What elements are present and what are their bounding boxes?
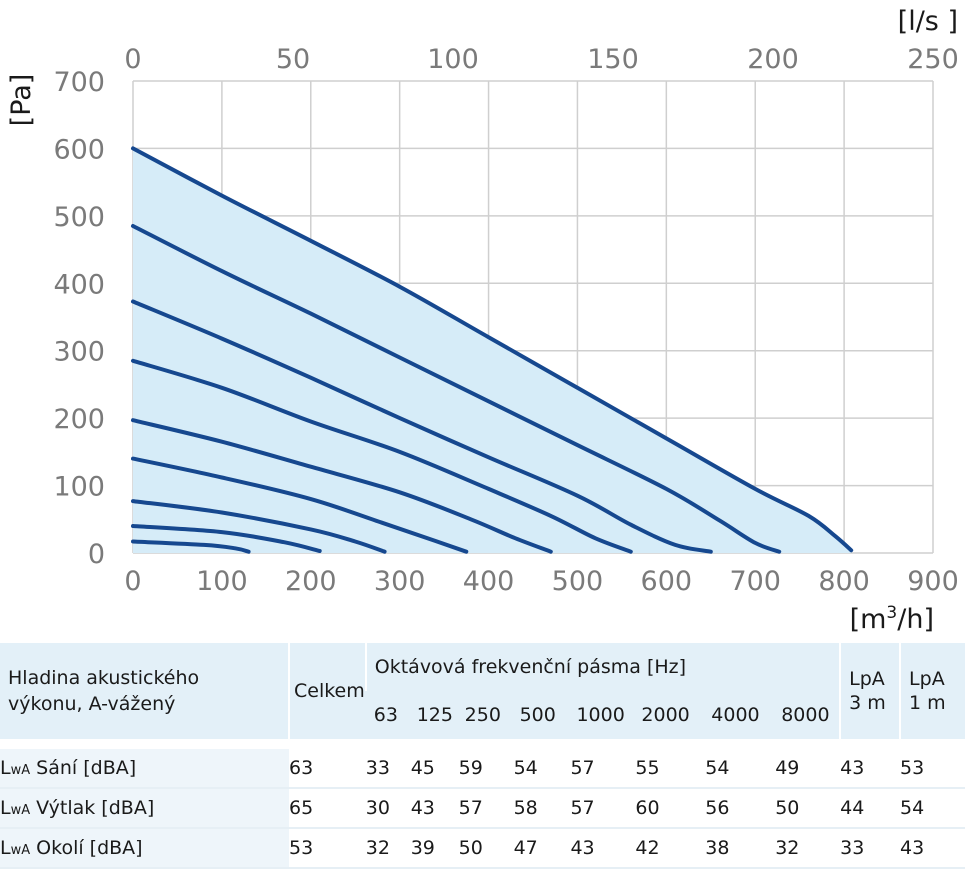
freq-header-2000: 2000 bbox=[635, 691, 706, 739]
table-cell: 54 bbox=[513, 749, 571, 789]
x-tick-label: 800 bbox=[818, 566, 870, 597]
table-cell: 58 bbox=[513, 788, 571, 829]
curve-4 bbox=[131, 358, 633, 554]
curve-1 bbox=[131, 146, 854, 553]
row-label: LwA Výtlak [dBA] bbox=[0, 788, 289, 829]
freq-header-1000: 1000 bbox=[570, 691, 636, 739]
header-octave-bands: Oktávová frekvenční pásma [Hz] bbox=[364, 643, 841, 691]
x2-axis-label: [l/s ] bbox=[898, 6, 958, 37]
table-row: LwA Sání [dBA] 63 33 45 59 54 57 55 54 49 43 53 bbox=[0, 749, 965, 789]
table-cell: 65 bbox=[289, 788, 366, 829]
freq-header-125: 125 bbox=[410, 691, 459, 739]
table-cell: 63 bbox=[289, 749, 366, 789]
table-cell: 55 bbox=[635, 749, 706, 789]
x-tick-label: 200 bbox=[285, 566, 337, 597]
y-tick-label: 100 bbox=[53, 472, 105, 503]
x-tick-label: 100 bbox=[196, 566, 248, 597]
table-cell: 57 bbox=[458, 788, 514, 829]
x-axis-label: [m3/h] bbox=[850, 603, 934, 635]
table-cell: 45 bbox=[410, 749, 459, 789]
x-tick-label: 600 bbox=[641, 566, 693, 597]
operating-area bbox=[133, 148, 852, 553]
table-row: LwA Okolí [dBA] 53 32 39 50 47 43 42 38 32 33 43 bbox=[0, 828, 965, 869]
table-cell: 43 bbox=[410, 788, 459, 829]
header-lpa-1m: LpA 1 m bbox=[899, 643, 965, 739]
x-tick-label: 400 bbox=[463, 566, 515, 597]
y-tick-label: 300 bbox=[53, 337, 105, 368]
table-cell: 30 bbox=[365, 788, 411, 829]
table-cell: 33 bbox=[365, 749, 411, 789]
table-cell: 49 bbox=[775, 749, 841, 789]
x2-tick-label: 150 bbox=[587, 44, 639, 75]
table-cell: 59 bbox=[458, 749, 514, 789]
x2-tick-label: 100 bbox=[427, 44, 479, 75]
row-label: LwA Okolí [dBA] bbox=[0, 828, 289, 869]
y-tick-label: 400 bbox=[53, 269, 105, 300]
frequency-header-row: 63 125 250 500 1000 2000 4000 8000 bbox=[0, 691, 965, 739]
table-cell: 42 bbox=[635, 828, 706, 869]
table-body: LwA Sání [dBA] 63 33 45 59 54 57 55 54 49 43 53 LwA … bbox=[0, 749, 965, 869]
header-lpa-3m: LpA 3 m bbox=[839, 643, 901, 739]
performance-curves bbox=[131, 146, 854, 554]
freq-header-63: 63 bbox=[365, 691, 411, 739]
x2-tick-label: 250 bbox=[907, 44, 959, 75]
y-tick-label: 0 bbox=[88, 539, 105, 570]
x-tick-label: 500 bbox=[552, 566, 604, 597]
table-cell: 56 bbox=[705, 788, 776, 829]
x2-tick-label: 0 bbox=[124, 44, 141, 75]
table-cell: 32 bbox=[775, 828, 841, 869]
table-cell: 50 bbox=[775, 788, 841, 829]
table-cell: 54 bbox=[705, 749, 776, 789]
curve-3 bbox=[131, 299, 713, 554]
x-tick-label: 700 bbox=[729, 566, 781, 597]
table-cell: 43 bbox=[570, 828, 636, 869]
x-tick-label: 300 bbox=[374, 566, 426, 597]
table-cell: 53 bbox=[900, 749, 965, 789]
curve-8 bbox=[131, 524, 322, 553]
y-tick-label: 200 bbox=[53, 404, 105, 435]
table-cell: 54 bbox=[900, 788, 965, 829]
table-row: LwA Výtlak [dBA] 65 30 43 57 58 57 60 56 50 44 54 bbox=[0, 788, 965, 829]
curve-2 bbox=[131, 224, 782, 554]
table-cell: 43 bbox=[900, 828, 965, 869]
x-tick-label: 900 bbox=[907, 566, 959, 597]
curve-7 bbox=[131, 499, 387, 554]
table-cell: 44 bbox=[840, 788, 901, 829]
curve-6 bbox=[131, 456, 469, 554]
table-cell: 53 bbox=[289, 828, 366, 869]
x2-axis-ticks: 0 50 100 150 200 250 bbox=[124, 44, 958, 75]
table-cell: 43 bbox=[840, 749, 901, 789]
freq-header-4000: 4000 bbox=[705, 691, 776, 739]
x-tick-label: 0 bbox=[124, 566, 141, 597]
x2-tick-label: 200 bbox=[747, 44, 799, 75]
table-cell: 60 bbox=[635, 788, 706, 829]
freq-header-8000: 8000 bbox=[775, 691, 841, 739]
header-celkem: Celkem bbox=[288, 643, 366, 739]
table-cell: 50 bbox=[458, 828, 514, 869]
curve-9 bbox=[131, 539, 251, 554]
table-cell: 57 bbox=[570, 749, 636, 789]
acoustic-table: Hladina akustického výkonu, A-vážený Celk… bbox=[0, 643, 965, 869]
row-label: LwA Sání [dBA] bbox=[0, 749, 289, 789]
freq-header-250: 250 bbox=[458, 691, 514, 739]
y-tick-label: 700 bbox=[53, 67, 105, 98]
table-cell: 33 bbox=[840, 828, 901, 869]
y-axis-ticks: 0 100 200 300 400 500 600 700 bbox=[53, 67, 105, 570]
x-axis-ticks: 0 100 200 300 400 500 600 700 800 900 bbox=[124, 566, 958, 597]
table-header-label: Hladina akustického výkonu, A-vážený bbox=[0, 643, 289, 739]
table-cell: 39 bbox=[410, 828, 459, 869]
table-cell: 38 bbox=[705, 828, 776, 869]
fan-performance-chart: 0 100 200 300 400 500 600 700 800 900 0 50 100 150 20… bbox=[6, 6, 959, 635]
y-axis-label: [Pa] bbox=[6, 74, 37, 127]
y-tick-label: 500 bbox=[53, 202, 105, 233]
table-cell: 32 bbox=[365, 828, 411, 869]
curve-5 bbox=[131, 418, 553, 554]
freq-header-500: 500 bbox=[513, 691, 571, 739]
y-tick-label: 600 bbox=[53, 134, 105, 165]
table-cell: 47 bbox=[513, 828, 571, 869]
x2-tick-label: 50 bbox=[276, 44, 310, 75]
table-cell: 57 bbox=[570, 788, 636, 829]
